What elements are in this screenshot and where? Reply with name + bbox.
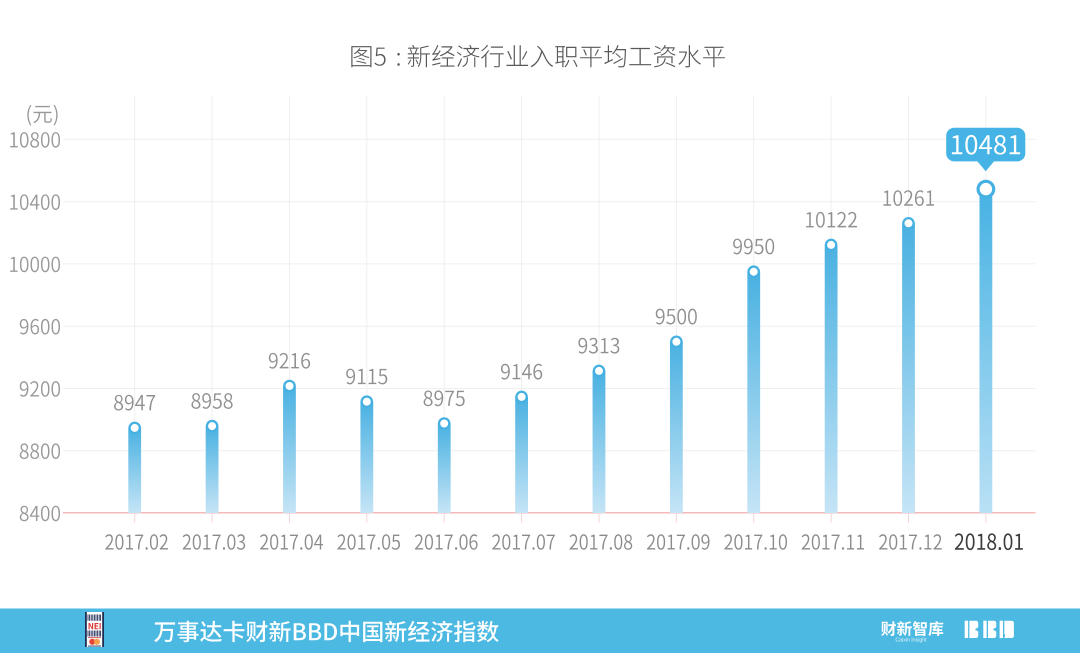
svg-text:Caixin Insight: Caixin Insight	[895, 638, 927, 644]
